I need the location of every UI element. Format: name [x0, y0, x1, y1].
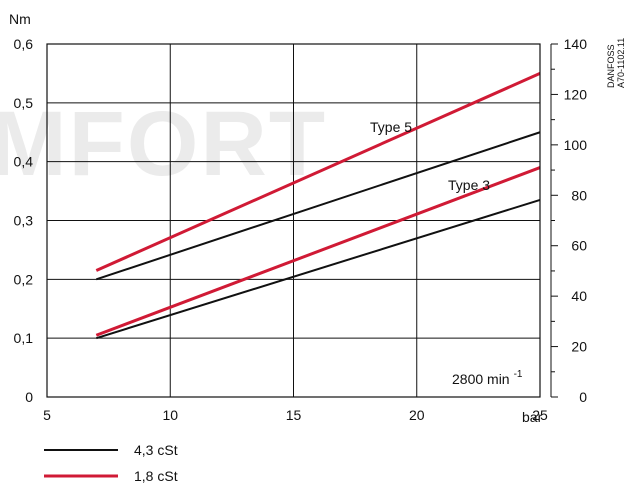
annotation-type3: Type 3 [448, 177, 490, 193]
stamp: DANFOSS A70-1102.11 [606, 38, 626, 88]
annotation-speed-value: 2800 min [452, 371, 510, 387]
y-axis-unit-left: Nm [9, 11, 31, 27]
y2-tick-label-3: 60 [571, 238, 587, 254]
axes: 5 10 15 20 25 0 0,1 0,2 0,3 0,4 0,5 0,6 0 20 40 60 80 100… [14, 36, 588, 423]
series-line-type-5-4-3-cst [95, 131, 541, 281]
y-tick-label-3: 0,3 [14, 213, 34, 229]
series-line-type-3-1-8-cst [95, 166, 541, 337]
annotation-speed-exponent: -1 [514, 369, 523, 380]
y2-tick-label-0: 0 [579, 389, 587, 405]
y-tick-label-5: 0,5 [14, 95, 34, 111]
x-tick-label-3: 20 [409, 407, 425, 423]
legend-label-red: 1,8 cSt [134, 468, 178, 484]
x-tick-label-4: 25 [532, 407, 548, 423]
y2-tick-label-4: 80 [571, 187, 587, 203]
legend: 4,3 cSt 1,8 cSt [44, 442, 178, 484]
y2-tick-label-2: 40 [571, 288, 587, 304]
plot-frame [46, 43, 541, 398]
series-line-type-3-4-3-cst [96, 198, 541, 340]
y-tick-label-2: 0,2 [14, 271, 34, 287]
series-lines [95, 72, 541, 340]
legend-label-black: 4,3 cSt [134, 442, 178, 458]
stamp-line2: A70-1102.11 [616, 38, 626, 88]
grid [47, 44, 540, 397]
y-tick-label-4: 0,4 [14, 154, 34, 170]
annotation-speed: 2800 min -1 [452, 369, 523, 387]
y2-tick-label-7: 140 [564, 36, 588, 52]
y-tick-label-6: 0,6 [14, 36, 34, 52]
watermark: MFORT [0, 93, 327, 195]
y-tick-label-1: 0,1 [14, 330, 34, 346]
series-line-type-5-1-8-cst [95, 72, 541, 272]
y-tick-label-0: 0 [25, 389, 33, 405]
x-tick-label-2: 15 [286, 407, 302, 423]
x-tick-label-1: 10 [162, 407, 178, 423]
y2-tick-label-6: 120 [564, 86, 588, 102]
y2-tick-label-1: 20 [571, 339, 587, 355]
annotation-type5: Type 5 [370, 119, 412, 135]
stamp-line1: DANFOSS [606, 44, 616, 88]
y2-tick-label-5: 100 [564, 137, 588, 153]
x-axis-unit: bar [522, 409, 543, 425]
watermark-text: MFORT [0, 93, 327, 195]
x-tick-label-0: 5 [43, 407, 51, 423]
